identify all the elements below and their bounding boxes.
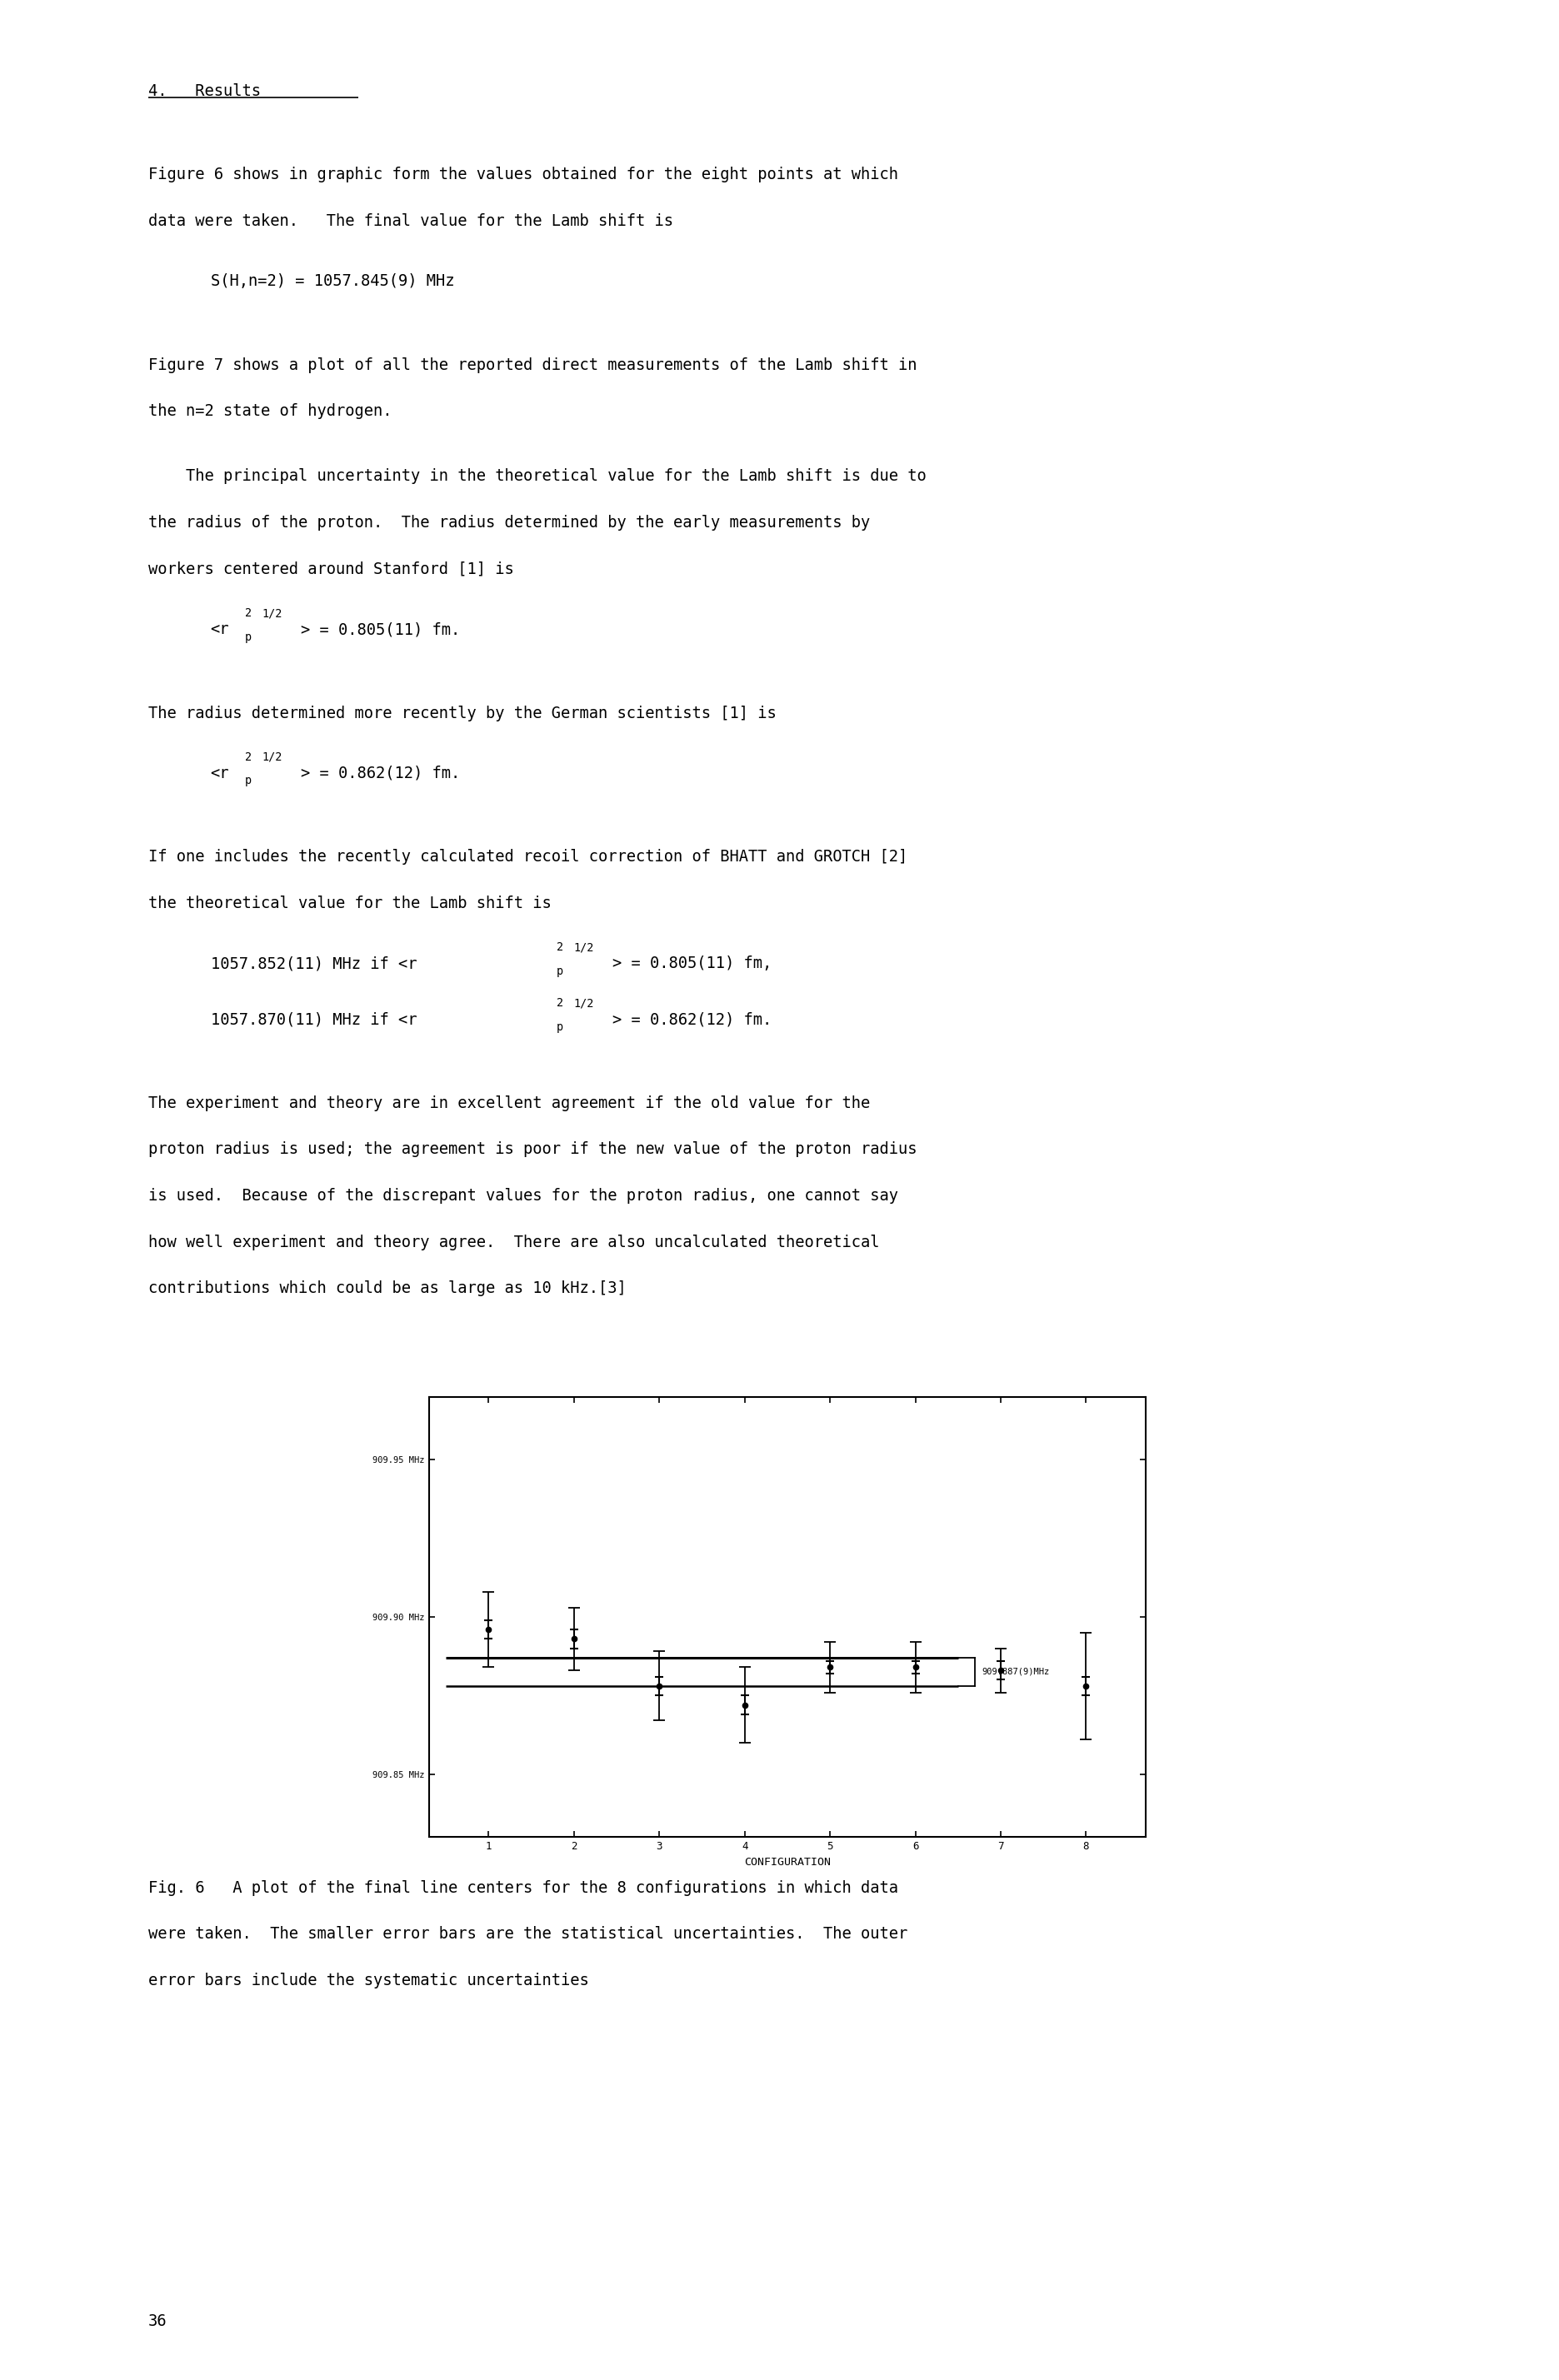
Text: 909.887(9)MHz: 909.887(9)MHz: [982, 1668, 1049, 1676]
Text: Figure 6 shows in graphic form the values obtained for the eight points at which: Figure 6 shows in graphic form the value…: [148, 167, 898, 183]
Text: the theoretical value for the Lamb shift is: the theoretical value for the Lamb shift…: [148, 895, 552, 912]
Text: were taken.  The smaller error bars are the statistical uncertainties.  The oute: were taken. The smaller error bars are t…: [148, 1925, 907, 1942]
Text: > = 0.862(12) fm.: > = 0.862(12) fm.: [301, 766, 460, 781]
Text: the n=2 state of hydrogen.: the n=2 state of hydrogen.: [148, 405, 391, 419]
Text: 2: 2: [557, 997, 563, 1009]
Text: 36: 36: [148, 2313, 167, 2330]
Text: > = 0.805(11) fm.: > = 0.805(11) fm.: [301, 621, 460, 638]
Text: how well experiment and theory agree.  There are also uncalculated theoretical: how well experiment and theory agree. Th…: [148, 1235, 879, 1250]
Text: p: p: [245, 776, 251, 788]
Text: <r: <r: [210, 621, 229, 638]
Text: S(H,n=2) = 1057.845(9) MHz: S(H,n=2) = 1057.845(9) MHz: [210, 274, 454, 290]
Text: p: p: [557, 966, 563, 978]
Text: contributions which could be as large as 10 kHz.[3]: contributions which could be as large as…: [148, 1280, 627, 1297]
Text: 1/2: 1/2: [574, 942, 594, 954]
Text: 1057.870(11) MHz if <r: 1057.870(11) MHz if <r: [210, 1012, 416, 1028]
Text: 1/2: 1/2: [574, 997, 594, 1009]
Text: proton radius is used; the agreement is poor if the new value of the proton radi: proton radius is used; the agreement is …: [148, 1142, 917, 1157]
Text: 2: 2: [245, 752, 251, 764]
Text: The principal uncertainty in the theoretical value for the Lamb shift is due to: The principal uncertainty in the theoret…: [148, 469, 926, 486]
Text: p: p: [557, 1021, 563, 1033]
Text: workers centered around Stanford [1] is: workers centered around Stanford [1] is: [148, 562, 514, 578]
Text: The experiment and theory are in excellent agreement if the old value for the: The experiment and theory are in excelle…: [148, 1095, 870, 1111]
Text: The radius determined more recently by the German scientists [1] is: The radius determined more recently by t…: [148, 704, 776, 721]
Text: 1/2: 1/2: [262, 752, 282, 764]
Text: 1057.852(11) MHz if <r: 1057.852(11) MHz if <r: [210, 957, 416, 971]
Text: 2: 2: [557, 942, 563, 954]
Text: > = 0.805(11) fm,: > = 0.805(11) fm,: [613, 957, 772, 971]
Text: the radius of the proton.  The radius determined by the early measurements by: the radius of the proton. The radius det…: [148, 514, 870, 531]
Text: If one includes the recently calculated recoil correction of BHATT and GROTCH [2: If one includes the recently calculated …: [148, 850, 907, 864]
Text: <r: <r: [210, 766, 229, 781]
Text: Figure 7 shows a plot of all the reported direct measurements of the Lamb shift : Figure 7 shows a plot of all the reporte…: [148, 357, 917, 374]
Text: is used.  Because of the discrepant values for the proton radius, one cannot say: is used. Because of the discrepant value…: [148, 1188, 898, 1204]
Text: > = 0.862(12) fm.: > = 0.862(12) fm.: [613, 1012, 772, 1028]
Text: Fig. 6   A plot of the final line centers for the 8 configurations in which data: Fig. 6 A plot of the final line centers …: [148, 1880, 898, 1897]
Text: 2: 2: [245, 607, 251, 619]
Text: error bars include the systematic uncertainties: error bars include the systematic uncert…: [148, 1973, 589, 1990]
Text: 4.   Results: 4. Results: [148, 83, 260, 100]
Text: data were taken.   The final value for the Lamb shift is: data were taken. The final value for the…: [148, 214, 673, 228]
Text: 1/2: 1/2: [262, 607, 282, 619]
Text: p: p: [245, 631, 251, 643]
X-axis label: CONFIGURATION: CONFIGURATION: [744, 1856, 831, 1868]
